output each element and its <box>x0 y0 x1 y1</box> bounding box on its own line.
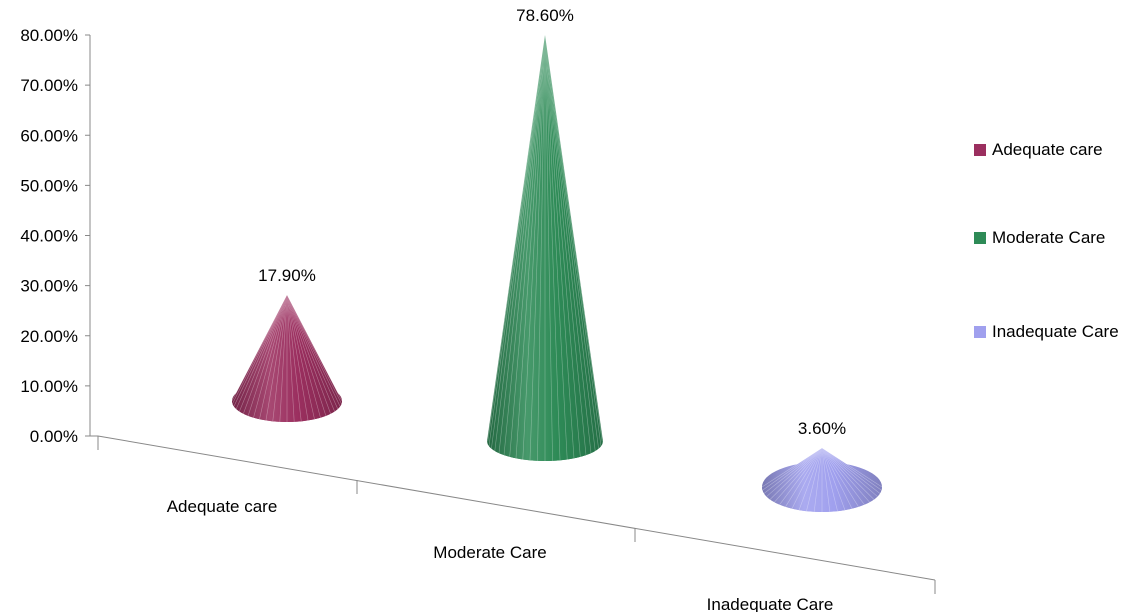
cone-adequate-care <box>231 295 343 422</box>
y-tick-label: 70.00% <box>20 76 78 95</box>
cone-streaks <box>486 34 604 461</box>
y-tick-label: 80.00% <box>20 26 78 45</box>
legend-swatch <box>974 232 986 244</box>
legend-item-moderate-care: Moderate Care <box>974 228 1105 248</box>
cone-body <box>232 295 342 422</box>
cone-streaks <box>231 295 343 422</box>
legend-swatch <box>974 144 986 156</box>
cone-streaks <box>761 447 883 512</box>
cone-moderate-care <box>486 34 604 461</box>
legend-label: Inadequate Care <box>992 322 1119 341</box>
data-label: 17.90% <box>258 266 316 285</box>
legend-item-adequate-care: Adequate care <box>974 140 1103 160</box>
legend-item-inadequate-care: Inadequate Care <box>974 322 1119 342</box>
y-tick-label: 60.00% <box>20 126 78 145</box>
category-label: Inadequate Care <box>707 595 834 612</box>
cone-body <box>487 34 603 461</box>
category-label: Moderate Care <box>433 543 546 562</box>
data-label-group: 17.90% 78.60% 3.60% <box>258 6 846 438</box>
y-tick-label: 30.00% <box>20 277 78 296</box>
y-tick-group: 0.00% 10.00% 20.00% 30.00% 40.00% 50.00% 60.00… <box>20 26 90 446</box>
legend-swatch <box>974 326 986 338</box>
legend-label: Moderate Care <box>992 228 1106 247</box>
cone-group <box>231 34 883 512</box>
data-label: 78.60% <box>516 6 574 25</box>
y-tick-label: 10.00% <box>20 377 78 396</box>
legend-label: Adequate care <box>992 140 1103 159</box>
data-label: 3.60% <box>798 419 846 438</box>
category-label-group: Adequate care Moderate Care Inadequate Car… <box>167 497 834 612</box>
x-axis-line <box>97 435 936 581</box>
cone-body <box>762 448 882 512</box>
y-tick-label: 0.00% <box>30 427 78 446</box>
cone-inadequate-care <box>761 447 883 512</box>
y-tick-label: 20.00% <box>20 327 78 346</box>
y-tick-label: 50.00% <box>20 176 78 195</box>
category-label: Adequate care <box>167 497 278 516</box>
y-tick-label: 40.00% <box>20 227 78 246</box>
